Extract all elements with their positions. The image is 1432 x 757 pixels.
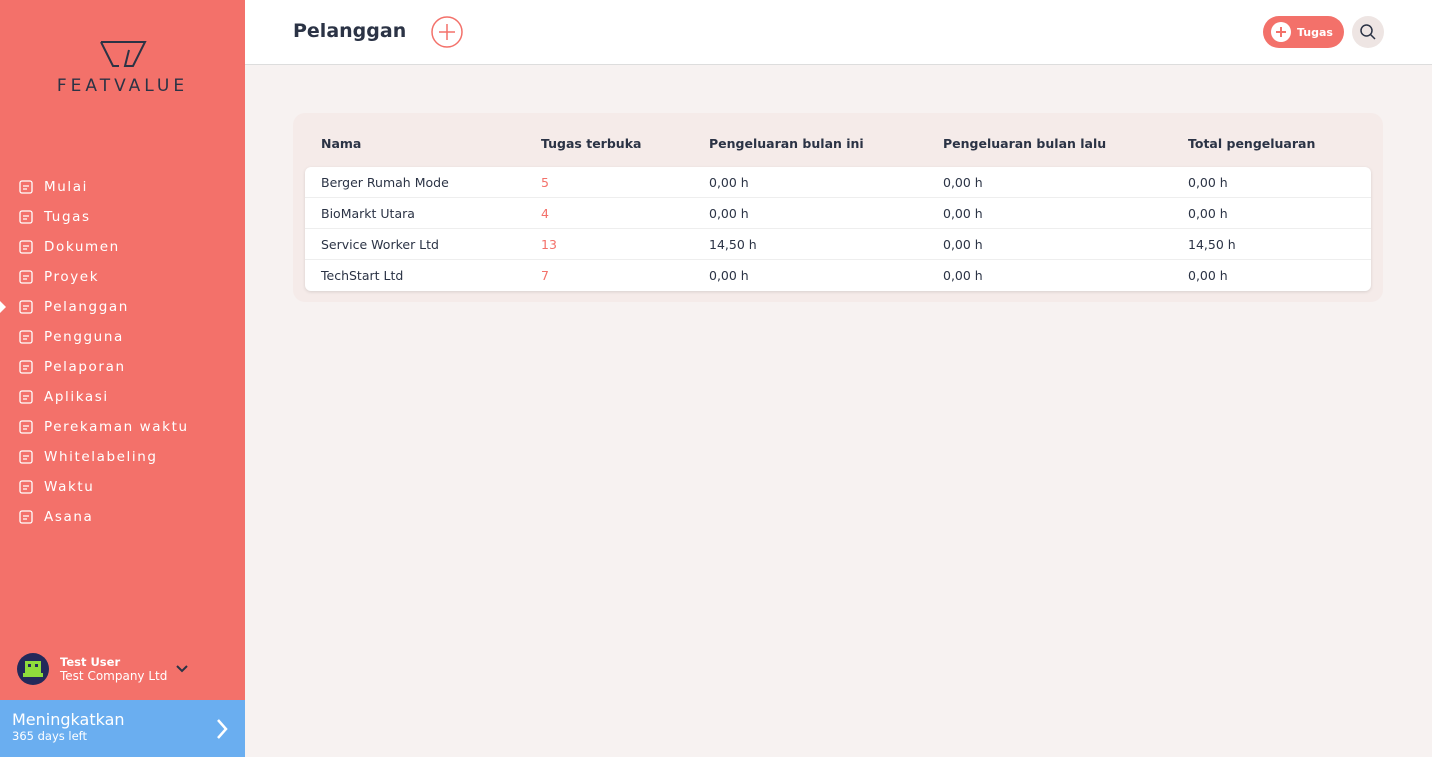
table-cell: 0,00 h [1188, 268, 1228, 283]
nav-item[interactable]: Perekaman waktu [0, 412, 245, 442]
task-button-label: Tugas [1297, 25, 1333, 39]
nav-item[interactable]: Whitelabeling [0, 442, 245, 472]
table-cell: 0,00 h [1188, 206, 1228, 221]
nav-label: Pengguna [44, 329, 124, 345]
table-cell: 14,50 h [709, 237, 757, 252]
table-cell: 13 [541, 237, 557, 252]
table-cell: BioMarkt Utara [321, 206, 415, 221]
nav-item[interactable]: Tugas [0, 202, 245, 232]
table-cell: 14,50 h [1188, 237, 1236, 252]
nav-icon [19, 390, 33, 404]
customer-table: Berger Rumah Mode 5 0,00 h 0,00 h 0,00 h BioM… [293, 113, 1383, 302]
user-company: Test Company Ltd [60, 669, 168, 683]
search-icon [1360, 24, 1376, 40]
page-title: Pelanggan [293, 20, 407, 42]
nav-icon [19, 270, 33, 284]
nav-icon [19, 510, 33, 524]
nav-label: Whitelabeling [44, 449, 158, 465]
table-row[interactable]: Service Worker Ltd 13 14,50 h 0,00 h 14,50 h [305, 229, 1371, 260]
nav-icon [19, 240, 33, 254]
column-header: Tugas terbuka [541, 136, 642, 151]
nav-label: Dokumen [44, 239, 120, 255]
logo-mark [99, 41, 147, 67]
nav-label: Pelaporan [44, 359, 126, 375]
column-header: Pengeluaran bulan ini [709, 136, 864, 151]
nav-item[interactable]: Dokumen [0, 232, 245, 262]
nav-label: Proyek [44, 269, 100, 285]
nav-label: Aplikasi [44, 389, 109, 405]
table-cell: 0,00 h [709, 175, 749, 190]
table-row[interactable]: Berger Rumah Mode 5 0,00 h 0,00 h 0,00 h [305, 167, 1371, 198]
column-header: Nama [321, 136, 362, 151]
table-cell: 0,00 h [943, 175, 983, 190]
nav-icon [19, 480, 33, 494]
table-body: Berger Rumah Mode 5 0,00 h 0,00 h 0,00 h BioM… [305, 167, 1371, 291]
nav-icon [19, 330, 33, 344]
table-cell: 4 [541, 206, 549, 221]
header: Pelanggan Tugas [245, 0, 1432, 65]
column-header: Total pengeluaran [1188, 136, 1316, 151]
avatar [17, 653, 49, 685]
nav-label: Asana [44, 509, 94, 525]
table-cell: 0,00 h [943, 237, 983, 252]
table-row[interactable]: TechStart Ltd 7 0,00 h 0,00 h 0,00 h [305, 260, 1371, 291]
nav-icon [19, 210, 33, 224]
search-button[interactable] [1352, 16, 1384, 48]
nav-label: Tugas [44, 209, 91, 225]
nav-item[interactable]: Pelanggan [0, 292, 245, 322]
table-cell: 0,00 h [709, 268, 749, 283]
nav-label: Mulai [44, 179, 88, 195]
nav: Mulai Tugas Dokumen Proyek Pelanggan Pengguna… [0, 172, 245, 532]
table-cell: 7 [541, 268, 549, 283]
nav-item[interactable]: Waktu [0, 472, 245, 502]
table-cell: Berger Rumah Mode [321, 175, 449, 190]
nav-item[interactable]: Aplikasi [0, 382, 245, 412]
table-cell: 5 [541, 175, 549, 190]
table-cell: 0,00 h [943, 206, 983, 221]
user[interactable]: Test User Test Company Ltd [16, 652, 189, 686]
plus-icon [1271, 22, 1291, 42]
logo: FEATVALUE [0, 40, 245, 96]
table-cell: Service Worker Ltd [321, 237, 439, 252]
nav-label: Pelanggan [44, 299, 129, 315]
chevron [176, 665, 189, 673]
table-cell: 0,00 h [709, 206, 749, 221]
nav-label: Waktu [44, 479, 95, 495]
logo-text: FEATVALUE [56, 76, 189, 96]
column-header: Pengeluaran bulan lalu [943, 136, 1107, 151]
nav-item[interactable]: Asana [0, 502, 245, 532]
nav-icon [19, 300, 33, 314]
nav-icon [19, 450, 33, 464]
table-cell: 0,00 h [943, 268, 983, 283]
table-cell: TechStart Ltd [321, 268, 404, 283]
table-cell: 0,00 h [1188, 175, 1228, 190]
task-button[interactable]: Tugas [1263, 16, 1344, 48]
upgrade[interactable]: Meningkatkan 365 days left [0, 700, 245, 757]
nav-icon [19, 180, 33, 194]
upgrade-title: Meningkatkan [12, 710, 125, 729]
nav-icon [19, 420, 33, 434]
nav-item[interactable]: Pelaporan [0, 352, 245, 382]
add-button[interactable] [431, 16, 463, 48]
nav-item[interactable]: Mulai [0, 172, 245, 202]
nav-item[interactable]: Proyek [0, 262, 245, 292]
nav-item[interactable]: Pengguna [0, 322, 245, 352]
nav-icon [19, 360, 33, 374]
table-row[interactable]: BioMarkt Utara 4 0,00 h 0,00 h 0,00 h [305, 198, 1371, 229]
nav-label: Perekaman waktu [44, 419, 189, 435]
upgrade-subtitle: 365 days left [12, 729, 88, 743]
arrow [217, 719, 228, 739]
user-name: Test User [60, 655, 121, 669]
sidebar: FEATVALUE Mulai Tugas Dokumen Proyek Pelangg… [0, 0, 245, 757]
